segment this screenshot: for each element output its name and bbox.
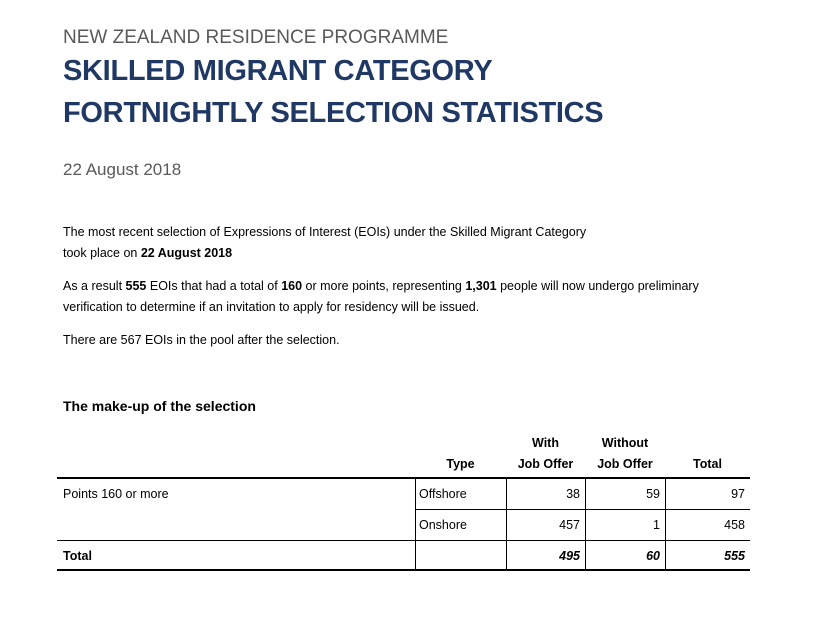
paragraph-1: The most recent selection of Expressions… bbox=[63, 225, 587, 260]
section-title: The make-up of the selection bbox=[63, 398, 256, 414]
paragraph-3: There are 567 EOIs in the pool after the… bbox=[63, 333, 340, 347]
page-title: SKILLED MIGRANT CATEGORY bbox=[63, 55, 493, 87]
report-date: 22 August 2018 bbox=[63, 160, 182, 179]
programme-kicker: NEW ZEALAND RESIDENCE PROGRAMME bbox=[63, 27, 449, 48]
page-subtitle: FORTNIGHTLY SELECTION STATISTICS bbox=[63, 97, 604, 129]
group-label: Points 160 or more bbox=[63, 487, 169, 501]
paragraph-2: As a result 555 EOIs that had a total of… bbox=[63, 279, 699, 314]
